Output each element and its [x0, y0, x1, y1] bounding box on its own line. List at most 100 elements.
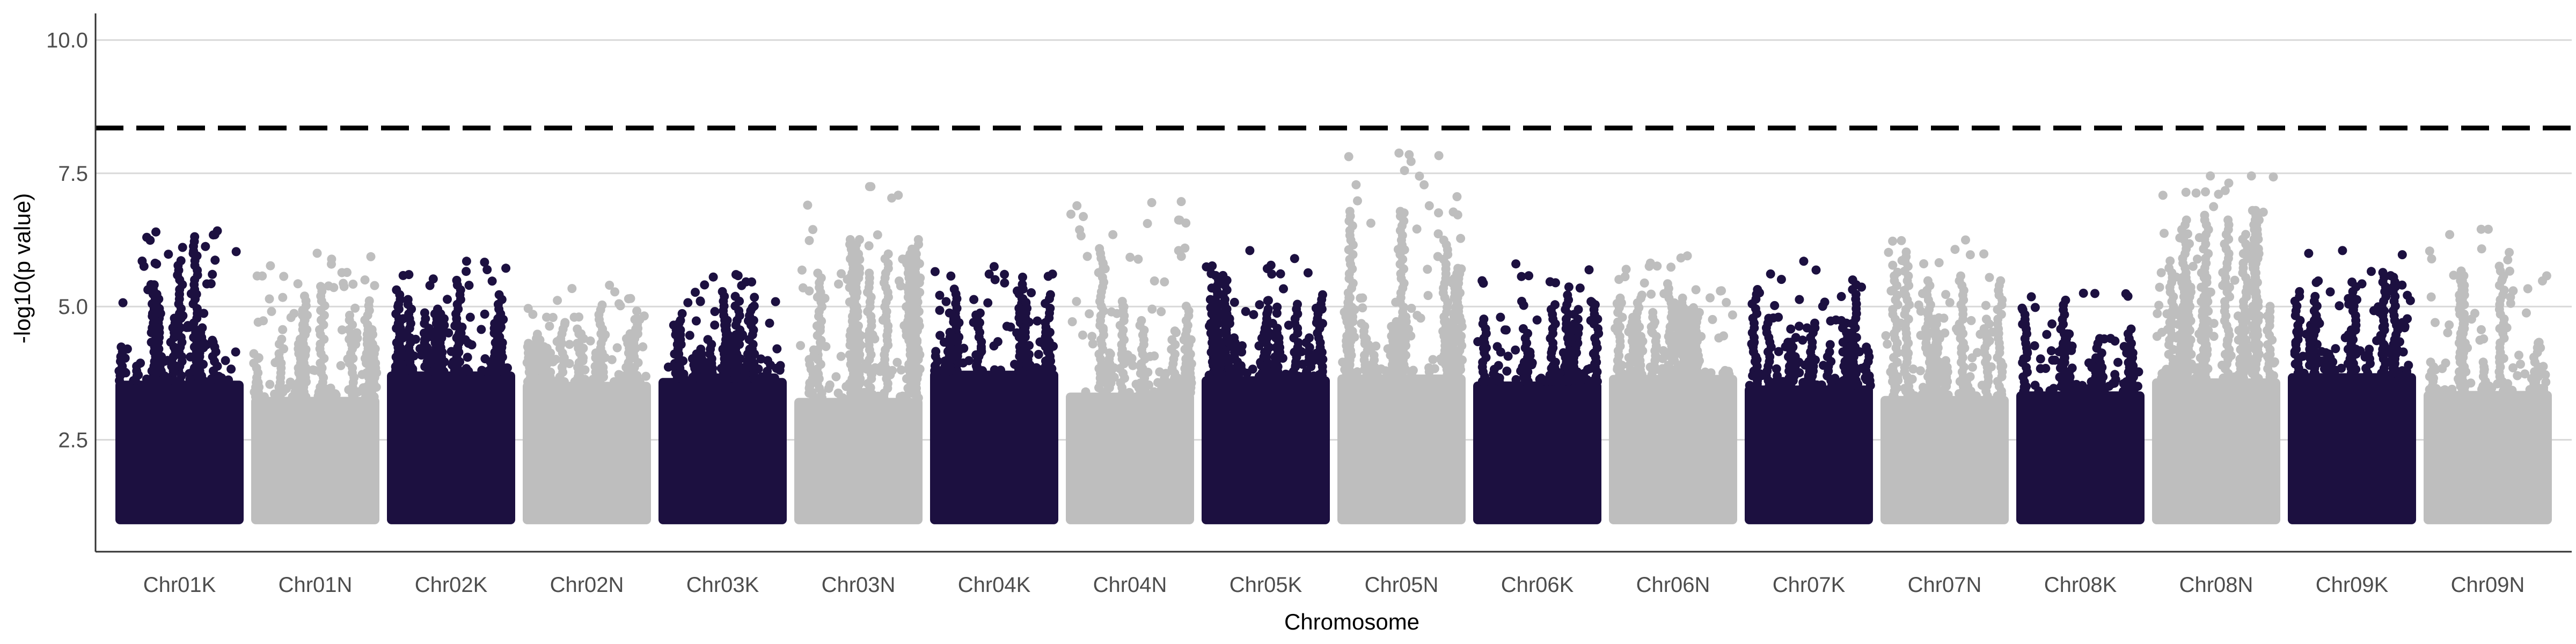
snp-point — [2317, 347, 2326, 356]
snp-point — [2377, 368, 2387, 378]
snp-point — [258, 271, 267, 281]
snp-point — [1088, 339, 1097, 349]
snp-point — [463, 353, 472, 362]
snp-point — [1128, 361, 1138, 370]
snp-point — [1752, 379, 1762, 389]
snp-point — [1357, 319, 1366, 328]
snp-point — [344, 385, 354, 394]
snp-point — [1358, 303, 1367, 313]
snp-point — [464, 281, 474, 290]
chromosome-points-chr02n — [522, 281, 651, 524]
snp-point — [1002, 321, 1012, 331]
snp-point — [2223, 336, 2233, 346]
snp-point — [1013, 286, 1022, 296]
snp-point — [710, 320, 720, 330]
snp-point — [1291, 361, 1300, 370]
chromosome-points-chr05k — [1202, 246, 1330, 524]
snp-point — [852, 338, 862, 348]
snp-point — [1433, 252, 1443, 261]
snp-point — [199, 343, 208, 353]
snp-point — [152, 289, 162, 299]
snp-point — [480, 309, 489, 319]
snp-point — [1433, 229, 1443, 239]
chromosome-points-chr03n — [794, 182, 925, 524]
snp-point — [1659, 289, 1669, 298]
snp-point — [1897, 256, 1907, 265]
snp-point — [2505, 247, 2514, 257]
snp-point — [2304, 248, 2314, 258]
snp-point — [1795, 295, 1804, 304]
snp-point — [2503, 255, 2513, 265]
snp-point — [1781, 342, 1790, 352]
snp-point — [1691, 285, 1701, 295]
snp-point — [2223, 215, 2233, 225]
snp-point — [2067, 363, 2077, 373]
snp-point — [199, 360, 208, 369]
snp-point — [1663, 279, 1672, 289]
snp-point — [1621, 265, 1631, 274]
snp-point — [370, 281, 379, 290]
snp-point — [553, 296, 562, 305]
snp-point — [2214, 189, 2223, 199]
snp-point — [1371, 341, 1381, 351]
snp-point — [415, 344, 425, 354]
snp-point — [1489, 369, 1498, 379]
snp-point — [2520, 369, 2530, 379]
snp-point — [837, 393, 846, 402]
snp-point — [1611, 324, 1620, 333]
snp-point — [2536, 343, 2545, 353]
snp-point — [1831, 315, 1841, 325]
snp-point — [635, 377, 645, 386]
snp-point — [1997, 390, 2007, 399]
snp-point — [480, 258, 489, 267]
snp-point — [683, 298, 693, 308]
snp-point — [2347, 368, 2357, 377]
snp-point — [539, 342, 548, 352]
chromosome-points-chr06n — [1609, 251, 1737, 524]
dense-points-region — [387, 371, 515, 524]
snp-point — [403, 295, 413, 304]
snp-point — [2456, 296, 2466, 305]
snp-point — [2154, 301, 2164, 310]
snp-point — [2265, 372, 2275, 382]
snp-point — [1085, 309, 1094, 319]
snp-point — [164, 250, 173, 259]
chromosome-points-chr05n — [1337, 150, 1467, 524]
snp-point — [588, 375, 597, 385]
snp-point — [1668, 343, 1678, 353]
dense-points-region — [1745, 385, 1873, 524]
snp-point — [946, 271, 956, 281]
snp-point — [831, 372, 841, 382]
snp-point — [2449, 270, 2458, 280]
snp-point — [1278, 354, 1287, 363]
snp-point — [2507, 385, 2517, 395]
snp-point — [1365, 367, 1375, 377]
snp-point — [2226, 351, 2236, 361]
snp-point — [208, 269, 217, 279]
snp-point — [1950, 245, 1960, 254]
snp-point — [837, 269, 846, 279]
snp-point — [1257, 368, 1267, 378]
snp-point — [1344, 152, 1353, 162]
snp-point — [2047, 319, 2057, 329]
x-tick-label: Chr02N — [550, 573, 624, 597]
snp-point — [574, 312, 584, 322]
snp-point — [632, 306, 642, 316]
snp-point — [2454, 374, 2463, 384]
snp-point — [1923, 276, 1933, 286]
snp-point — [2265, 302, 2275, 311]
snp-point — [1107, 307, 1116, 317]
snp-point — [2131, 383, 2140, 393]
snp-point — [552, 337, 562, 346]
snp-point — [1934, 390, 1943, 400]
snp-point — [1624, 353, 1634, 362]
snp-point — [1963, 374, 1973, 383]
snp-point — [1706, 293, 1715, 303]
snp-point — [1648, 308, 1658, 317]
snp-point — [2042, 330, 2052, 339]
snp-point — [1079, 212, 1088, 221]
snp-point — [2209, 202, 2219, 211]
snp-point — [2443, 328, 2453, 338]
notable-snp-point — [213, 226, 222, 236]
snp-point — [930, 267, 940, 276]
